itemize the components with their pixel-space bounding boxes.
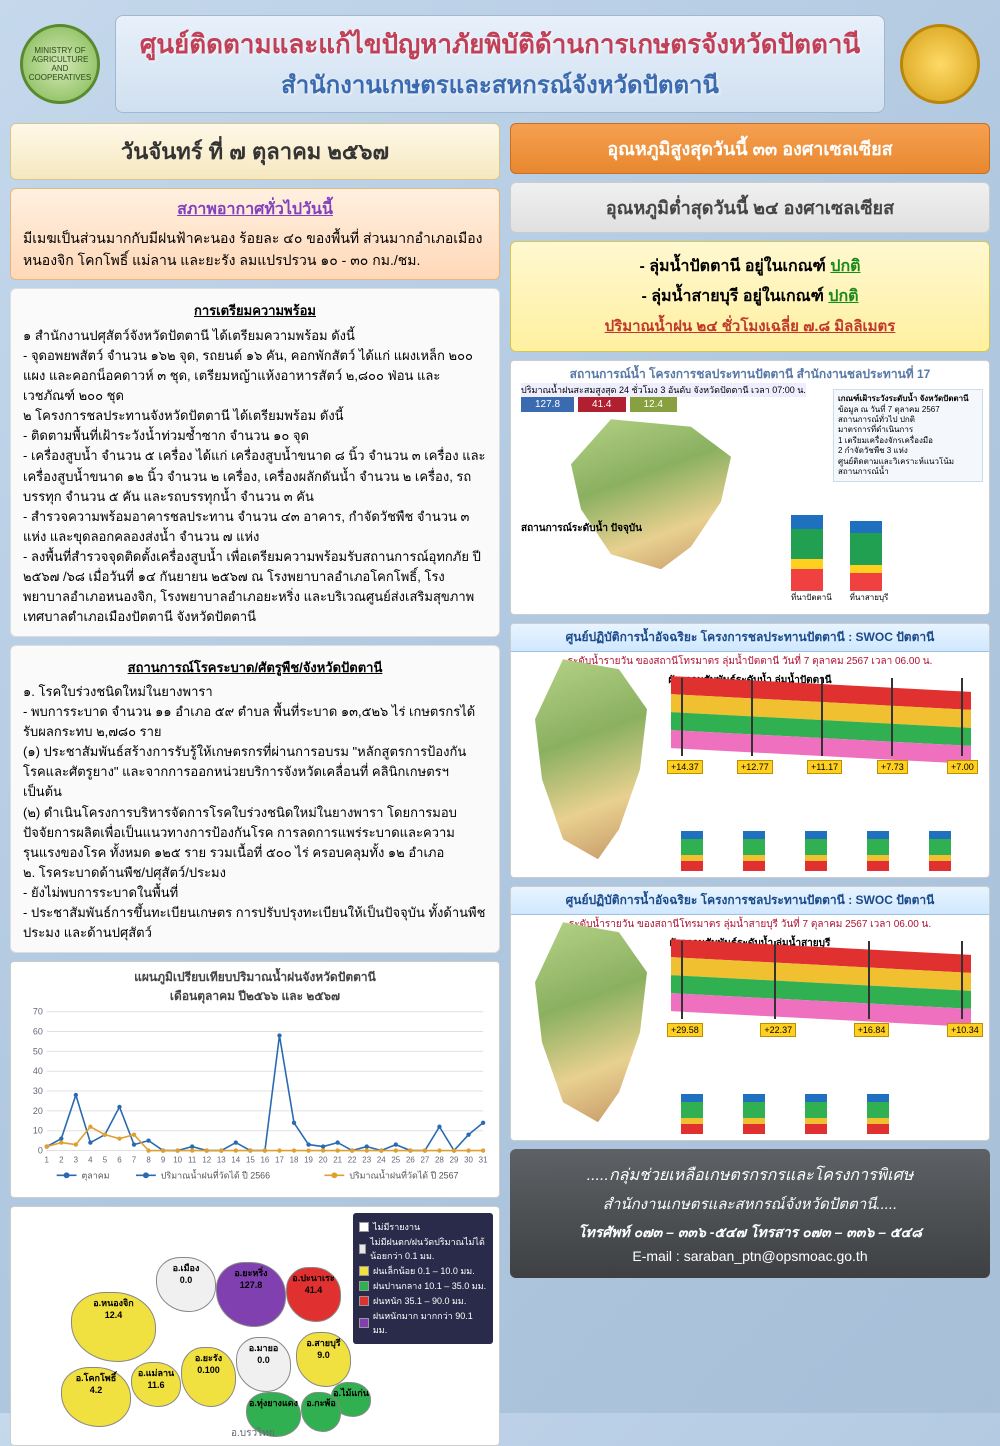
basin-saiburi: - ลุ่มน้ำสายบุรี อยู่ในเกณฑ์ ปกติ [525,282,975,312]
svg-text:1: 1 [45,1155,50,1164]
title-box: ศูนย์ติดตามและแก้ไขปัญหาภัยพิบัติด้านการ… [115,15,885,113]
province-seal [900,24,980,104]
svg-text:19: 19 [304,1155,313,1164]
province-shape [551,419,751,569]
disease-box: สถานการณ์โรคระบาด/ศัตรูพืช/จังหวัดปัตตาน… [10,645,500,953]
svg-text:3: 3 [74,1155,79,1164]
svg-text:12: 12 [202,1155,211,1164]
svg-text:21: 21 [333,1155,342,1164]
svg-text:29: 29 [450,1155,459,1164]
prep-title: การเตรียมความพร้อม [23,301,487,321]
svg-text:28: 28 [435,1155,444,1164]
header-bar: MINISTRY OF AGRICULTURE AND COOPERATIVES… [0,0,1000,123]
svg-text:50: 50 [33,1046,43,1056]
svg-text:31: 31 [479,1155,488,1164]
svg-text:2: 2 [59,1155,63,1164]
date-bar: วันจันทร์ ที่ ๗ ตุลาคม ๒๕๖๗ [10,123,500,180]
swoc-saiburi-panel: ศูนย์ปฏิบัติการน้ำอัจฉริยะ โครงการชลประท… [510,886,990,1141]
water-situation-panel: สถานการณ์น้ำ โครงการชลประทานปัตตานี สำนั… [510,360,990,615]
footer-email: E-mail : saraban_ptn@opsmoac.go.th [524,1248,976,1264]
svg-text:ตุลาคม: ตุลาคม [81,1170,109,1181]
svg-text:24: 24 [377,1155,386,1164]
footer-dept: สำนักงานเกษตรและสหกรณ์จังหวัดปัตตานี....… [524,1192,976,1216]
disease-title: สถานการณ์โรคระบาด/ศัตรูพืช/จังหวัดปัตตาน… [23,658,487,678]
ministry-logo: MINISTRY OF AGRICULTURE AND COOPERATIVES [20,24,100,104]
title-main: ศูนย์ติดตามและแก้ไขปัญหาภัยพิบัติด้านการ… [136,24,864,65]
svg-text:ปริมาณน้ำฝนที่วัดได้ ปี 2566: ปริมาณน้ำฝนที่วัดได้ ปี 2566 [161,1168,270,1180]
svg-text:8: 8 [146,1155,151,1164]
svg-text:ปริมาณน้ำฝนที่วัดได้ ปี 2567: ปริมาณน้ำฝนที่วัดได้ ปี 2567 [349,1168,458,1180]
svg-text:60: 60 [33,1026,43,1036]
weather-box: สภาพอากาศทั่วไปวันนี้ มีเมฆเป็นส่วนมากกั… [10,188,500,280]
svg-text:4: 4 [88,1155,93,1164]
svg-text:30: 30 [464,1155,473,1164]
rain-chart-title2: เดือนตุลาคม ปี๒๕๖๖ และ ๒๕๖๗ [17,987,493,1006]
svg-text:20: 20 [319,1155,328,1164]
avg-rainfall: ปริมาณน้ำฝน ๒๔ ชั่วโมงเฉลี่ย ๗.๘ มิลลิเม… [525,313,975,342]
prep-body: ๑ สำนักงานปศุสัตว์จังหวัดปัตตานี ได้เตรี… [23,326,487,628]
rain-legend: ไม่มีรายงานไม่มีฝนตก/ฝนวัดปริมาณไม่ได้ น… [353,1213,493,1344]
rain-chart-box: แผนภูมิเปรียบเทียบปริมาณน้ำฝนจังหวัดปัตต… [10,961,500,1198]
weather-title: สภาพอากาศทั่วไปวันนี้ [23,197,487,223]
svg-text:25: 25 [391,1155,400,1164]
footer-contact: .....กลุ่มช่วยเหลือเกษตรกรกรและโครงการพิ… [510,1149,990,1278]
svg-text:18: 18 [290,1155,299,1164]
preparation-box: การเตรียมความพร้อม ๑ สำนักงานปศุสัตว์จัง… [10,288,500,636]
svg-text:7: 7 [132,1155,136,1164]
svg-text:11: 11 [188,1155,197,1164]
svg-text:5: 5 [103,1155,108,1164]
svg-text:22: 22 [348,1155,357,1164]
basin-pattani: - ลุ่มน้ำปัตตานี อยู่ในเกณฑ์ ปกติ [525,252,975,282]
footer-group: .....กลุ่มช่วยเหลือเกษตรกรกรและโครงการพิ… [524,1163,976,1188]
temp-high-box: อุณหภูมิสูงสุดวันนี้ ๓๓ องศาเซลเซียส [510,123,990,174]
rain-line-chart: 0102030405060701234567891011121314151617… [17,1006,493,1186]
svg-text:26: 26 [406,1155,415,1164]
svg-text:40: 40 [33,1066,43,1076]
svg-text:20: 20 [33,1105,43,1115]
svg-text:15: 15 [246,1155,255,1164]
svg-text:27: 27 [420,1155,429,1164]
temp-low-box: อุณหภูมิต่ำสุดวันนี้ ๒๔ องศาเซลเซียส [510,182,990,233]
svg-text:70: 70 [33,1006,43,1016]
weather-body: มีเมฆเป็นส่วนมากกับมีฝนฟ้าคะนอง ร้อยละ ๔… [23,227,487,272]
swoc-pattani-panel: ศูนย์ปฏิบัติการน้ำอัจฉริยะ โครงการชลประท… [510,623,990,878]
svg-text:9: 9 [161,1155,166,1164]
svg-text:30: 30 [33,1086,43,1096]
svg-text:13: 13 [217,1155,226,1164]
svg-text:14: 14 [231,1155,240,1164]
district-rain-map: อ.หนองจิก12.4อ.เมือง0.0อ.ยะหริ่ง127.8อ.ป… [10,1206,500,1446]
basin-status-box: - ลุ่มน้ำปัตตานี อยู่ในเกณฑ์ ปกติ - ลุ่ม… [510,241,990,352]
svg-text:10: 10 [33,1125,43,1135]
svg-text:6: 6 [117,1155,122,1164]
footer-phone: โทรศัพท์ ๐๗๓ – ๓๓๖ -๕๔๗ โทรสาร ๐๗๓ – ๓๓๖… [524,1222,976,1244]
svg-text:10: 10 [173,1155,182,1164]
disease-body: ๑. โรคใบร่วงชนิดใหม่ในยางพารา - พบการระบ… [23,682,487,944]
svg-text:0: 0 [38,1145,43,1155]
title-sub: สำนักงานเกษตรและสหกรณ์จังหวัดปัตตานี [136,65,864,104]
svg-text:23: 23 [362,1155,371,1164]
rain-chart-title1: แผนภูมิเปรียบเทียบปริมาณน้ำฝนจังหวัดปัตต… [17,968,493,987]
svg-text:16: 16 [261,1155,270,1164]
svg-text:17: 17 [275,1155,284,1164]
